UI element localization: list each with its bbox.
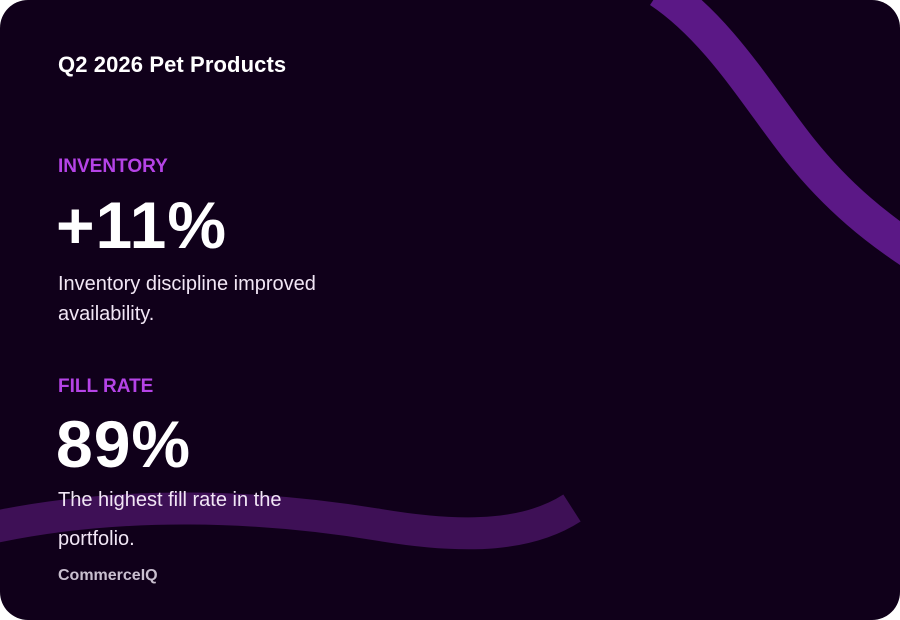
brand-name: CommerceIQ	[58, 567, 158, 584]
inventory-description-line1: Inventory discipline improved	[58, 273, 316, 295]
fill-rate-description-line2: portfolio.	[58, 528, 135, 550]
inventory-label: INVENTORY	[58, 156, 168, 177]
inventory-value: +11%	[56, 188, 227, 262]
top-right-wave-icon	[649, 0, 900, 265]
fill-rate-description-line1: The highest fill rate in the	[58, 489, 282, 511]
fill-rate-label: FILL RATE	[58, 376, 154, 397]
card-title: Q2 2026 Pet Products	[58, 52, 287, 77]
inventory-description-line2: availability.	[58, 303, 155, 325]
fill-rate-value: 89%	[56, 407, 192, 481]
